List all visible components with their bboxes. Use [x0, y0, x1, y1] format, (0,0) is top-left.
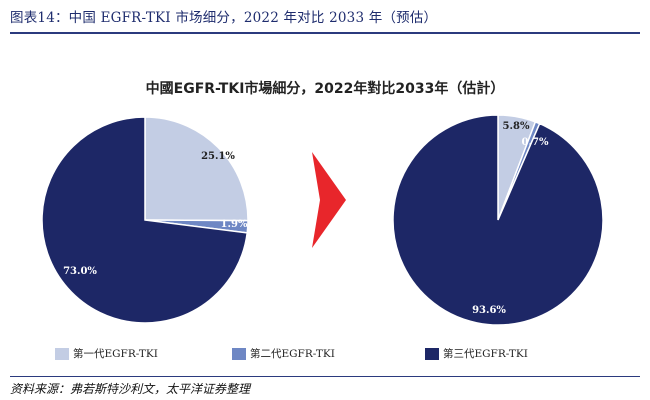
pie-2-data-label-1: 5.8% — [503, 121, 530, 132]
pie-2-slice-3 — [392, 114, 604, 326]
pie-2-data-label-3: 93.6% — [472, 305, 506, 316]
right-arrow-icon — [312, 152, 346, 248]
legend-item-gen1: 第一代EGFR-TKI — [55, 346, 158, 361]
legend-label-gen3: 第三代EGFR-TKI — [443, 348, 528, 360]
pie-1: 25.1% 1.9% 73.0% — [41, 116, 249, 324]
footer-rule — [10, 376, 640, 377]
legend-swatch-gen2 — [232, 347, 246, 360]
pie-2-data-label-2: 0.7% — [522, 137, 549, 148]
pie-1-data-label-1: 25.1% — [201, 151, 235, 162]
chart-title: 中國EGFR-TKI市場細分，2022年對比2033年（估計） — [145, 81, 505, 97]
source-note: 资料来源：弗若斯特沙利文，太平洋证券整理 — [10, 382, 251, 396]
legend-item-gen2: 第二代EGFR-TKI — [232, 346, 335, 361]
legend-label-gen1: 第一代EGFR-TKI — [73, 348, 158, 360]
legend-swatch-gen1 — [55, 347, 69, 360]
header-rule — [10, 32, 640, 34]
legend-swatch-gen3 — [425, 347, 439, 360]
pie-1-slice-1 — [144, 116, 249, 222]
pie-2: 5.8% 0.7% 93.6% — [392, 114, 604, 326]
pie-1-data-label-3: 73.0% — [63, 266, 97, 277]
chart-legend: 第一代EGFR-TKI 第二代EGFR-TKI 第三代EGFR-TKI — [0, 346, 650, 366]
pie-1-data-label-2: 1.9% — [221, 219, 248, 230]
legend-item-gen3: 第三代EGFR-TKI — [425, 346, 528, 361]
figure-header: 图表14：中国 EGFR-TKI 市场细分，2022 年对比 2033 年（预估… — [10, 10, 438, 26]
legend-label-gen2: 第二代EGFR-TKI — [250, 348, 335, 360]
pie-1-slice-3 — [41, 116, 249, 324]
